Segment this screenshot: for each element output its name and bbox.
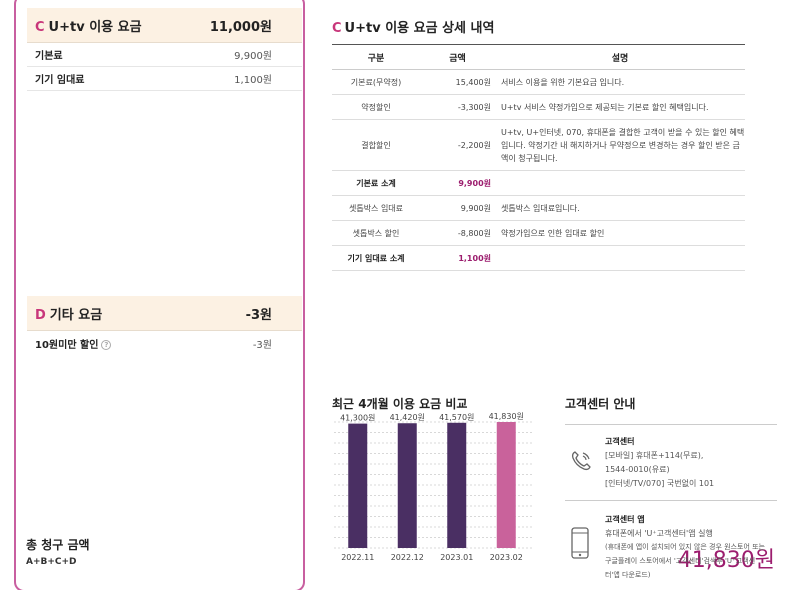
- detail-title-text: U+tv 이용 요금 상세 내역: [344, 21, 495, 36]
- header-amount: 금액: [420, 44, 495, 70]
- table-row: 셋톱박스 임대료 9,900원 셋톱박스 임대료입니다.: [332, 195, 745, 221]
- d-section-title: 기타 요금: [49, 307, 103, 323]
- chart-tick-label: 2023.02: [490, 553, 523, 562]
- cc-phone-name: 고객센터: [605, 437, 635, 446]
- row-type: 기본료 소계: [332, 170, 420, 196]
- smartphone-icon: [569, 527, 591, 563]
- row-amount: -8,800원: [420, 220, 495, 246]
- chart-tick-label: 2022.12: [391, 553, 424, 562]
- cc-line: 구글플레이 스토어에서 '고객센터'검색후 'U⁺고객센: [605, 557, 756, 565]
- total-label: 총 청구 금액: [26, 538, 90, 552]
- c-section-header: C U+tv 이용 요금 11,000원: [27, 8, 302, 43]
- row-type: 기본료(무약정): [332, 69, 420, 95]
- c-item-label: 기기 임대료: [35, 75, 85, 86]
- cc-line: 1544-0010(유료): [605, 465, 670, 474]
- c-item-basic-fee: 기본료 9,900원: [27, 43, 302, 67]
- row-desc: [495, 170, 745, 196]
- row-amount: 9,900원: [420, 170, 495, 196]
- customer-center-phone: 고객센터 [모바일] 휴대폰+114(무료), 1544-0010(유료) [인…: [565, 424, 777, 500]
- cc-app-name: 고객센터 앱: [605, 515, 645, 524]
- d-item-label: 10원미만 할인: [35, 339, 99, 351]
- cc-line: 휴대폰에서 'U⁺고객센터'앱 실행: [605, 529, 713, 538]
- c-item-label: 기본료: [35, 51, 63, 62]
- row-type: 약정할인: [332, 94, 420, 120]
- chart-value-label: 41,420원: [390, 413, 425, 422]
- cc-line: [모바일] 휴대폰+114(무료),: [605, 451, 704, 460]
- row-amount: -3,300원: [420, 94, 495, 120]
- row-desc: [495, 245, 745, 271]
- c-section-title: U+tv 이용 요금: [48, 19, 142, 35]
- total-amount: 41,830원: [677, 548, 775, 573]
- customer-center-title: 고객센터 안내: [565, 397, 636, 411]
- table-row-subtotal: 기본료 소계 9,900원: [332, 170, 745, 196]
- detail-header-row: 구분 금액 설명: [332, 44, 745, 70]
- c-item-value: 1,100원: [234, 75, 272, 86]
- c-section-amount: 11,000원: [209, 19, 272, 35]
- row-type: 셋톱박스 할인: [332, 220, 420, 246]
- table-row: 결합할인 -2,200원 U+tv, U+인터넷, 070, 휴대폰을 결합한 …: [332, 119, 745, 171]
- table-row-subtotal: 기기 임대료 소계 1,100원: [332, 245, 745, 271]
- detail-table: 구분 금액 설명 기본료(무약정) 15,400원 서비스 이용을 위한 기본요…: [332, 44, 745, 271]
- detail-letter: C: [332, 21, 342, 36]
- d-item-small-discount: 10원미만 할인? -3원: [27, 331, 302, 355]
- chart-tick-label: 2022.11: [341, 553, 374, 562]
- row-desc: 셋톱박스 임대료입니다.: [495, 195, 745, 221]
- chart-svg: 41,300원 2022.11 41,420원 2022.12 41,570원 2023.…: [334, 412, 532, 562]
- chart-bar: [397, 423, 417, 548]
- d-item-value: -3원: [252, 339, 272, 351]
- chart-tick-label: 2023.01: [440, 553, 473, 562]
- d-section-letter: D: [35, 307, 46, 323]
- detail-title: C U+tv 이용 요금 상세 내역: [332, 17, 494, 36]
- c-section-letter: C: [35, 19, 45, 35]
- header-desc: 설명: [495, 44, 745, 70]
- row-type: 기기 임대료 소계: [332, 245, 420, 271]
- row-amount: 1,100원: [420, 245, 495, 271]
- cc-line: 터'앱 다운로드): [605, 571, 651, 579]
- chart-title: 최근 4개월 이용 요금 비교: [332, 397, 468, 411]
- c-item-value: 9,900원: [234, 51, 272, 62]
- phone-icon: [569, 449, 593, 477]
- chart-value-label: 41,300원: [340, 414, 375, 423]
- c-item-device-rent: 기기 임대료 1,100원: [27, 67, 302, 91]
- bill-summary-panel: [14, 0, 305, 590]
- table-row: 셋톱박스 할인 -8,800원 약정가입으로 인한 임대료 할인: [332, 220, 745, 246]
- row-desc: U+tv 서비스 약정가입으로 제공되는 기본료 할인 혜택입니다.: [495, 94, 745, 120]
- row-amount: 9,900원: [420, 195, 495, 221]
- row-desc: U+tv, U+인터넷, 070, 휴대폰을 결합한 고객이 받을 수 있는 할…: [495, 119, 745, 171]
- table-row: 약정할인 -3,300원 U+tv 서비스 약정가입으로 제공되는 기본료 할인…: [332, 94, 745, 120]
- table-row: 기본료(무약정) 15,400원 서비스 이용을 위한 기본요금 입니다.: [332, 69, 745, 95]
- row-amount: -2,200원: [420, 119, 495, 171]
- row-amount: 15,400원: [420, 69, 495, 95]
- chart-bar: [348, 423, 368, 548]
- header-type: 구분: [332, 44, 420, 70]
- cc-line: [인터넷/TV/070] 국번없이 101: [605, 479, 715, 488]
- row-type: 결합할인: [332, 119, 420, 171]
- cc-line: (휴대폰에 앱이 설치되어 있지 않은 경우 원스토어 또는: [605, 543, 765, 551]
- chart-bar: [447, 422, 467, 548]
- chart-bar: [496, 422, 516, 548]
- row-desc: 약정가입으로 인한 임대료 할인: [495, 220, 745, 246]
- help-icon[interactable]: ?: [101, 339, 112, 350]
- total-formula: A+B+C+D: [26, 557, 77, 567]
- chart-value-label: 41,830원: [489, 412, 524, 421]
- d-section-header: D 기타 요금 -3원: [27, 296, 302, 331]
- customer-center-app: 고객센터 앱 휴대폰에서 'U⁺고객센터'앱 실행 (휴대폰에 앱이 설치되어 …: [565, 500, 777, 588]
- d-section-amount: -3원: [245, 307, 272, 323]
- row-type: 셋톱박스 임대료: [332, 195, 420, 221]
- usage-chart: 41,300원 2022.11 41,420원 2022.12 41,570원 2023.…: [332, 408, 532, 568]
- chart-value-label: 41,570원: [439, 413, 474, 422]
- row-desc: 서비스 이용을 위한 기본요금 입니다.: [495, 69, 745, 95]
